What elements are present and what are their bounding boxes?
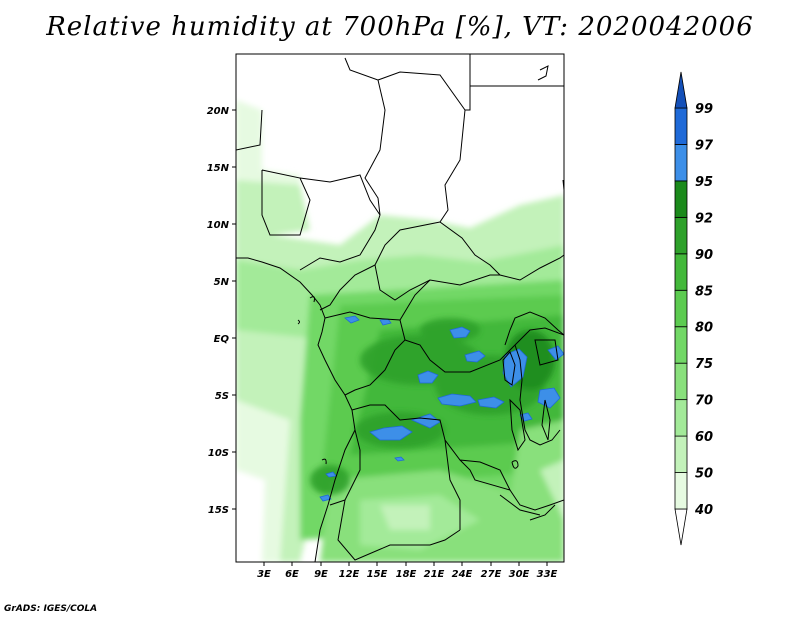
colorbar-level-label: 80 (695, 321, 713, 336)
lat-tick-label: 5N (214, 277, 230, 288)
colorbar-level-label: 97 (695, 138, 714, 153)
colorbar-box (674, 180, 688, 218)
lat-tick-label: 15S (208, 505, 229, 516)
lon-tick-label: 30E (509, 569, 530, 580)
colorbar-level-label: 50 (695, 467, 713, 482)
colorbar-box (674, 289, 688, 328)
colorbar-level-label: 90 (695, 248, 713, 263)
lon-tick-label: 6E (285, 569, 299, 580)
colorbar-level-label: 92 (695, 211, 713, 226)
colorbar-level-label: 75 (695, 357, 713, 372)
colorbar: 40 50 60 70 75 80 85 90 92 95 97 99 (674, 71, 714, 546)
colorbar-arrow-high (674, 71, 688, 109)
colorbar-box (674, 107, 688, 145)
lon-tick-label: 3E (257, 569, 271, 580)
lat-tick-label: 20N (207, 106, 230, 117)
lat-tick-label: EQ (214, 334, 230, 345)
colorbar-box (674, 326, 688, 364)
lon-tick-label: 12E (339, 569, 360, 580)
lon-tick-label: 18E (396, 569, 417, 580)
lon-tick-label: 27E (481, 569, 502, 580)
lat-tick-label: 10N (207, 220, 230, 231)
lon-tick-label: 21E (424, 569, 445, 580)
map-frame (235, 53, 565, 563)
colorbar-level-label: 60 (695, 430, 713, 445)
country-borders (236, 54, 564, 562)
colorbar-level-label: 85 (695, 284, 713, 299)
colorbar-box (674, 435, 688, 473)
colorbar-level-label: 40 (694, 503, 713, 518)
lon-tick-label: 33E (537, 569, 558, 580)
lon-tick-label: 9E (314, 569, 328, 580)
lat-tick-label: 15N (207, 163, 230, 174)
credit-label: GrADS: IGES/COLA (4, 604, 98, 614)
colorbar-level-label: 95 (695, 175, 713, 190)
colorbar-box (674, 362, 688, 401)
colorbar-arrow-low (674, 508, 688, 546)
lon-tick-label: 24E (452, 569, 473, 580)
lat-tick-label: 10S (208, 448, 229, 459)
plot-title: Relative humidity at 700hPa [%], VT: 202… (46, 12, 754, 42)
colorbar-box (674, 472, 688, 510)
colorbar-box (674, 144, 688, 182)
colorbar-box (674, 216, 688, 255)
humidity-field (236, 54, 564, 562)
colorbar-level-label: 70 (695, 394, 713, 409)
colorbar-level-label: 99 (695, 102, 713, 117)
lat-tick-label: 5S (215, 391, 229, 402)
lon-tick-label: 15E (367, 569, 388, 580)
colorbar-box (674, 253, 688, 291)
lat-axis: 20N 15N 10N 5N EQ 5S 10S 15S (207, 106, 236, 516)
lon-axis: 3E 6E 9E 12E 15E 18E 21E 24E 27E 30E 33E (257, 562, 558, 580)
colorbar-box (674, 399, 688, 437)
